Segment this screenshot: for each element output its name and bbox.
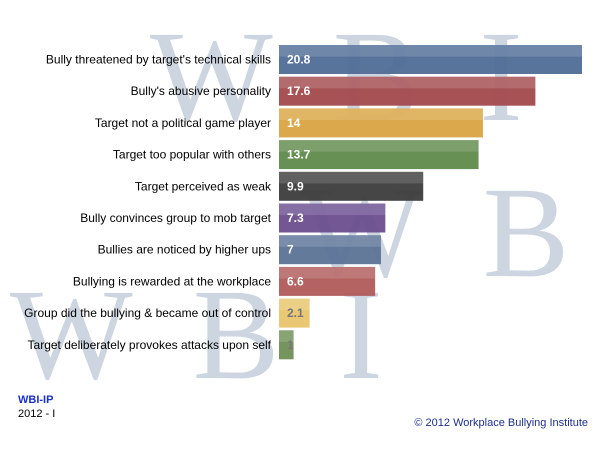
category-label: Target deliberately provokes attacks upo… — [28, 338, 272, 352]
category-label: Bully threatened by target's technical s… — [46, 53, 271, 67]
bar-1 — [279, 76, 536, 106]
copyright-notice: © 2012 Workplace Bullying Institute — [414, 417, 588, 429]
category-label: Bully convinces group to mob target — [80, 211, 271, 225]
category-label: Bullying is rewarded at the workplace — [73, 274, 271, 288]
bar-highlight-6 — [279, 235, 381, 247]
bar-highlight-4 — [279, 171, 424, 184]
bar-highlight-9 — [279, 330, 294, 342]
value-label: 17.6 — [287, 84, 311, 98]
bar-highlight-5 — [279, 203, 386, 216]
bar-5 — [279, 203, 386, 233]
bar-8 — [279, 298, 310, 328]
bar-highlight-8 — [279, 298, 310, 311]
value-label: 13.7 — [287, 148, 311, 162]
bar-highlight-3 — [279, 140, 479, 152]
bar-highlight-7 — [279, 266, 376, 279]
value-label: 20.8 — [287, 53, 311, 67]
value-label: 14 — [287, 116, 301, 130]
value-label: 7 — [287, 243, 294, 257]
org-tag: WBI-IP — [18, 394, 54, 406]
category-label: Target not a political game player — [95, 116, 271, 130]
value-label: 2.1 — [287, 306, 304, 320]
value-label: 1 — [287, 338, 294, 352]
value-label: 9.9 — [287, 179, 304, 193]
category-label: Target perceived as weak — [135, 179, 272, 193]
value-label: 6.6 — [287, 274, 304, 288]
bar-2 — [279, 108, 483, 138]
category-label: Group did the bullying & became out of c… — [24, 306, 271, 320]
category-label: Bullies are noticed by higher ups — [98, 243, 271, 257]
bar-7 — [279, 266, 376, 296]
bar-4 — [279, 171, 424, 201]
year-tag: 2012 - I — [18, 408, 56, 420]
bar-6 — [279, 235, 381, 265]
bar-highlight-0 — [279, 45, 582, 57]
bar-highlight-2 — [279, 108, 483, 120]
bar-9 — [279, 330, 294, 360]
value-label: 7.3 — [287, 211, 304, 225]
bar-0 — [279, 45, 582, 74]
category-label: Bully's abusive personality — [131, 84, 271, 98]
bar-3 — [279, 140, 479, 170]
category-label: Target too popular with others — [113, 148, 271, 162]
bar-highlight-1 — [279, 76, 536, 89]
